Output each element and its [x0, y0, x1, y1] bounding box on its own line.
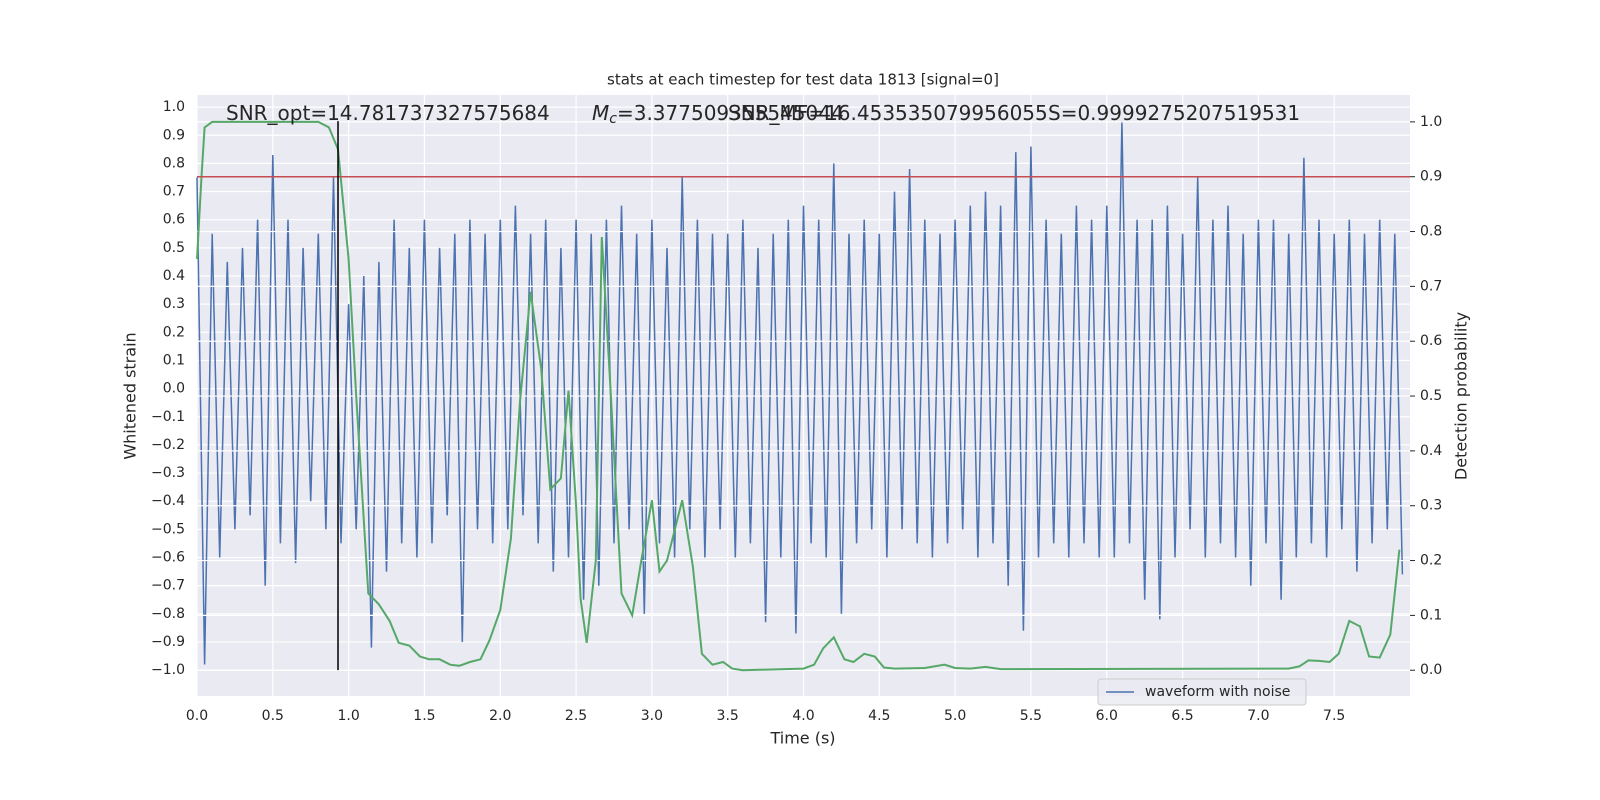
annotation-subscript: c — [609, 111, 617, 127]
y2-axis-label: Detection probability — [1452, 312, 1471, 480]
y-axis-label: Whitened strain — [121, 332, 140, 459]
y2-tick-label: 0.7 — [1420, 278, 1442, 294]
y-tick-label: −0.5 — [151, 521, 185, 537]
y-tick-label: −0.9 — [151, 634, 185, 650]
x-tick-label: 3.0 — [641, 708, 663, 724]
y-tick-label: −1.0 — [151, 662, 185, 678]
x-tick-label: 7.5 — [1323, 708, 1345, 724]
annotation: SNR_MF=16.453535079956055 — [728, 101, 1048, 125]
y-tick-label: 0.5 — [163, 240, 185, 256]
annotation-text: S=0.9999275207519531 — [1048, 101, 1300, 125]
y-tick-label: 0.2 — [163, 324, 185, 340]
x-tick-label: 3.5 — [717, 708, 739, 724]
annotation-text: SNR_opt=14.781737327575684 — [226, 101, 550, 125]
y-tick-label: 0.9 — [163, 127, 185, 143]
y2-tick-label: 0.9 — [1420, 169, 1442, 185]
y2-tick-label: 0.1 — [1420, 607, 1442, 623]
y-tick-label: 0.4 — [163, 268, 185, 284]
y-tick-label: 1.0 — [163, 99, 185, 115]
y2-tick-label: 0.8 — [1420, 224, 1442, 240]
x-tick-label: 0.0 — [186, 708, 208, 724]
annotation: SNR_opt=14.781737327575684 — [226, 101, 550, 125]
y2-tick-label: 0.2 — [1420, 553, 1442, 569]
y-tick-label: −0.7 — [151, 578, 185, 594]
chart-title: stats at each timestep for test data 181… — [607, 71, 999, 89]
data-line — [196, 121, 1404, 665]
y-tick-label: −0.2 — [151, 437, 185, 453]
y-tick-label: −0.4 — [151, 493, 185, 509]
y2-tick-label: 0.4 — [1420, 443, 1442, 459]
x-tick-label: 4.0 — [792, 708, 814, 724]
y-tick-label: −0.1 — [151, 409, 185, 425]
y2-tick-label: 0.6 — [1420, 333, 1442, 349]
y-tick-label: 0.1 — [163, 352, 185, 368]
x-tick-label: 4.5 — [868, 708, 890, 724]
y-tick-label: 0.8 — [163, 155, 185, 171]
x-tick-label: 2.0 — [489, 708, 511, 724]
y-tick-label: 0.0 — [163, 381, 185, 397]
y2-tick-label: 0.5 — [1420, 388, 1442, 404]
y-tick-label: −0.6 — [151, 550, 185, 566]
annotation-symbol: M — [592, 101, 609, 125]
y-tick-label: −0.8 — [151, 606, 185, 622]
x-tick-label: 2.5 — [565, 708, 587, 724]
y-tick-label: 0.6 — [163, 212, 185, 228]
y2-tick-label: 1.0 — [1420, 114, 1442, 130]
x-axis-label: Time (s) — [769, 729, 835, 748]
annotation: S=0.9999275207519531 — [1048, 101, 1300, 125]
x-tick-label: 6.5 — [1171, 708, 1193, 724]
y-tick-label: −0.3 — [151, 465, 185, 481]
y2-tick-label: 0.0 — [1420, 662, 1442, 678]
x-tick-label: 5.0 — [944, 708, 966, 724]
y-tick-label: 0.3 — [163, 296, 185, 312]
x-tick-label: 1.0 — [337, 708, 359, 724]
annotation: Mc=3.377509355545044 — [592, 101, 844, 128]
data-line — [196, 120, 1401, 672]
x-tick-label: 1.5 — [413, 708, 435, 724]
x-tick-label: 6.0 — [1096, 708, 1118, 724]
legend-label: waveform with noise — [1145, 684, 1290, 700]
x-tick-label: 7.0 — [1247, 708, 1269, 724]
x-tick-label: 0.5 — [262, 708, 284, 724]
y-tick-label: 0.7 — [163, 184, 185, 200]
y2-tick-label: 0.3 — [1420, 498, 1442, 514]
legend-box — [1097, 678, 1307, 706]
annotation-text: SNR_MF=16.453535079956055 — [728, 101, 1048, 125]
x-tick-label: 5.5 — [1020, 708, 1042, 724]
annotation-text: =3.377509355545044 — [617, 101, 844, 125]
